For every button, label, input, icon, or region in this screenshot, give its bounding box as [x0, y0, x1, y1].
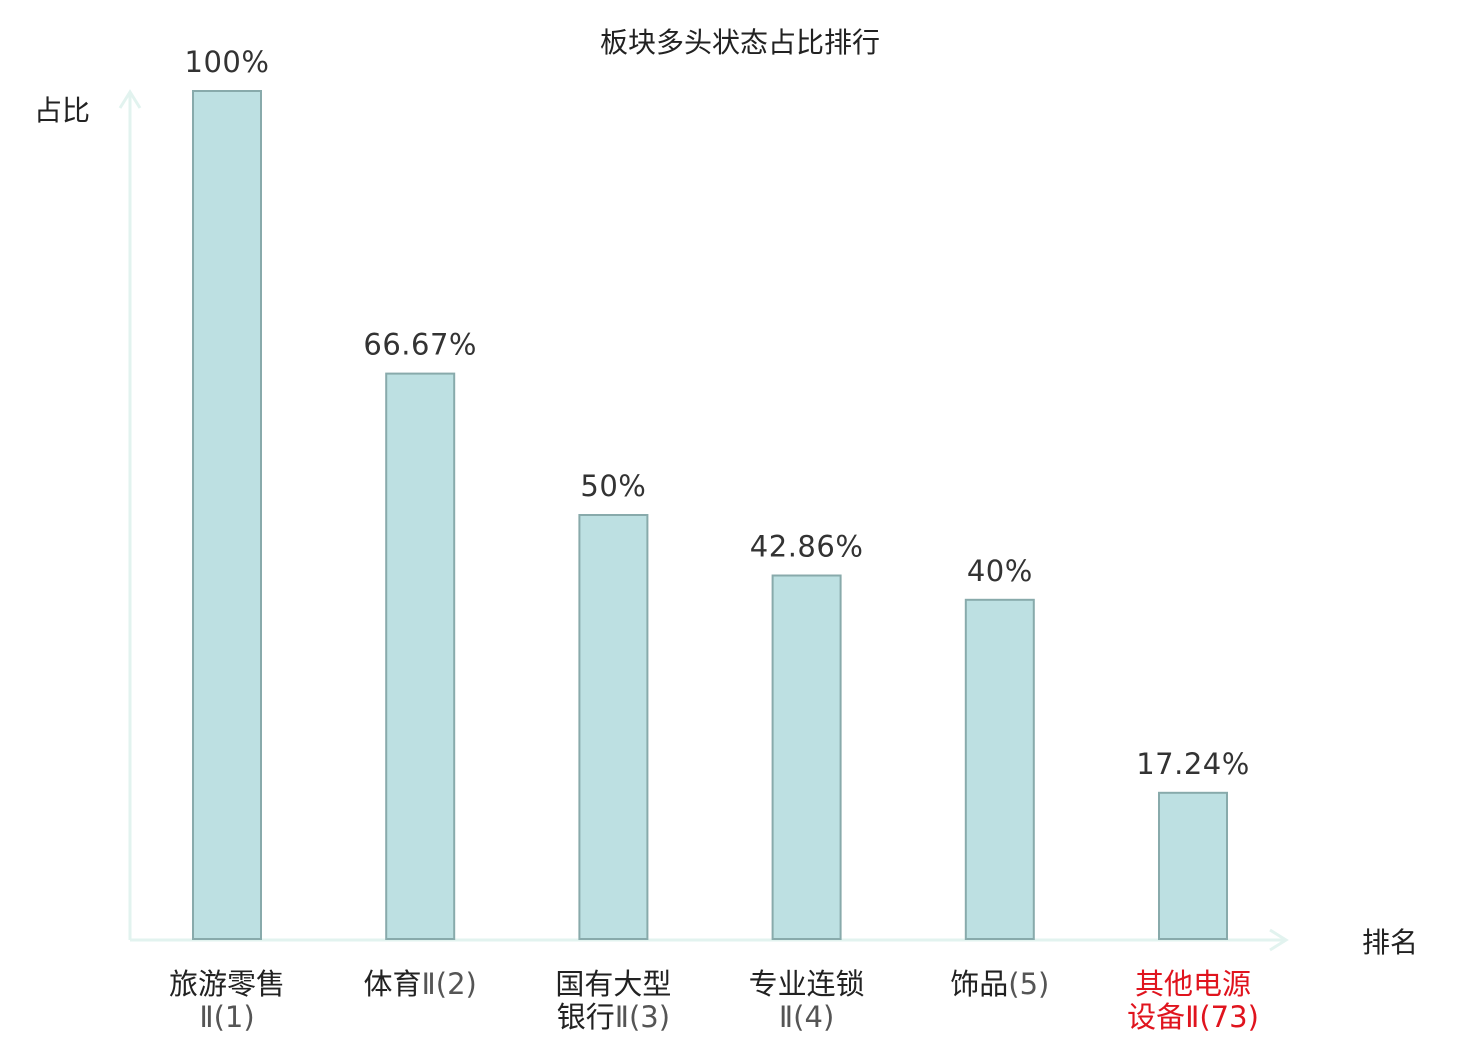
value-label-5: 40% [967, 554, 1033, 588]
category-label-5: 饰品(5) [950, 967, 1049, 1001]
x-axis-label: 排名 [1362, 926, 1418, 959]
value-label-1: 100% [185, 45, 270, 79]
bar-6 [1158, 791, 1228, 940]
bar-1 [192, 90, 262, 940]
category-label-3: 国有大型银行Ⅱ(3) [555, 967, 671, 1034]
category-labels-group: 旅游零售 Ⅱ(1) 体育Ⅱ(2) 国有大型银行Ⅱ(3) 专业连锁 Ⅱ(4) 饰品(5) 其他电… [169, 967, 1259, 1034]
y-axis-label: 占比 [34, 94, 90, 127]
value-label-4: 42.86% [750, 530, 864, 564]
chart-title: 板块多头状态占比排行 [600, 26, 880, 59]
bars-group [192, 90, 1228, 941]
category-label-6: 其他电源设备Ⅱ(73) [1127, 967, 1259, 1034]
value-labels-group: 100% 66.67% 50% 42.86% 40% 17.24% [185, 45, 1250, 781]
bar-2 [385, 372, 456, 941]
x-axis-arrow-icon [1269, 928, 1289, 952]
value-label-2: 66.67% [363, 328, 477, 362]
value-label-3: 50% [580, 469, 646, 503]
bar-3 [578, 514, 649, 940]
category-label-2: 体育Ⅱ(2) [364, 967, 477, 1001]
bar-4 [771, 574, 842, 940]
bar-5 [964, 598, 1035, 940]
y-axis-arrow-icon [118, 89, 142, 109]
category-label-4: 专业连锁 Ⅱ(4) [749, 967, 865, 1034]
value-label-6: 17.24% [1136, 747, 1250, 781]
category-label-1: 旅游零售 Ⅱ(1) [169, 967, 285, 1034]
